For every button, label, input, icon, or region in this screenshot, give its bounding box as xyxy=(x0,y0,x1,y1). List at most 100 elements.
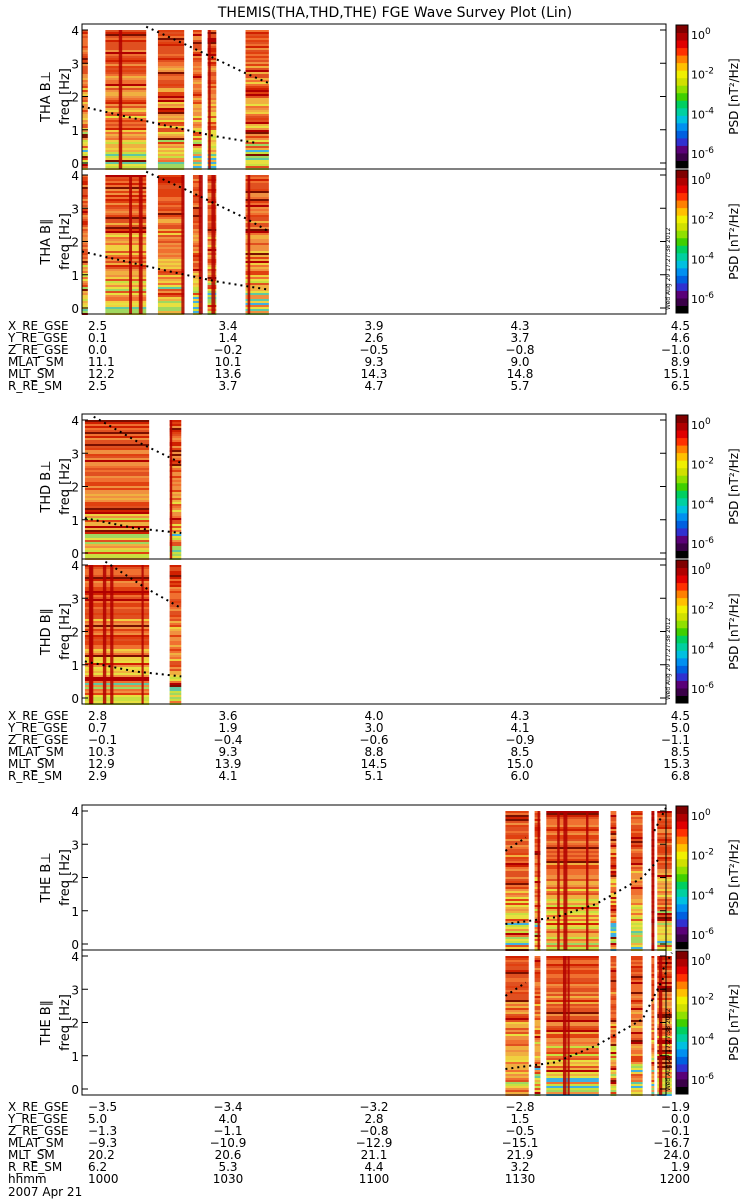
ephemeris-value: 9.3 xyxy=(218,745,237,759)
ephemeris-value: −3.5 xyxy=(88,1100,117,1114)
ephemeris-value: 0.1 xyxy=(88,331,107,345)
ephemeris-label: MLAT_SM xyxy=(8,1136,64,1150)
colorbar-tick: 10-6 xyxy=(691,1072,714,1087)
ephemeris-value: 4.5 xyxy=(671,319,690,333)
colorbar-tick: 100 xyxy=(691,562,711,577)
ephemeris-label: X_RE_GSE xyxy=(8,319,69,333)
ephemeris-value: −0.8 xyxy=(359,1124,388,1138)
ephemeris-value: 0.0 xyxy=(671,1112,690,1126)
colorbar-label: PSD [nT²/Hz] xyxy=(727,984,741,1060)
colorbar-label: PSD [nT²/Hz] xyxy=(727,58,741,134)
ephemeris-value: 0.7 xyxy=(88,721,107,735)
colorbar-tick: 10-2 xyxy=(691,212,714,227)
ephemeris-label: X_RE_GSE xyxy=(8,1100,69,1114)
ephemeris-value: 5.3 xyxy=(218,1160,237,1174)
y-tick-label: 4 xyxy=(71,169,79,183)
ephemeris-value: 1200 xyxy=(659,1172,690,1186)
ephemeris-value: 2.5 xyxy=(88,379,107,393)
ephemeris-value: 14.5 xyxy=(361,757,388,771)
y-tick-label: 0 xyxy=(71,1083,79,1097)
y-tick-label: 2 xyxy=(71,872,79,886)
ephemeris-value: 2.8 xyxy=(364,1112,383,1126)
spectrogram-data xyxy=(546,956,599,1096)
ephemeris-label: Y_RE_GSE xyxy=(7,331,68,345)
y-tick-label: 0 xyxy=(71,547,79,561)
ephemeris-value: 2.9 xyxy=(88,769,107,783)
ephemeris-value: 12.2 xyxy=(88,367,115,381)
y-tick-label: 3 xyxy=(71,57,79,71)
ephemeris-value: 10.1 xyxy=(215,355,242,369)
spectrogram-data xyxy=(169,565,182,705)
colorbar-label: PSD [nT²/Hz] xyxy=(727,203,741,279)
ephemeris-value: −0.2 xyxy=(213,343,242,357)
y-tick-label: 3 xyxy=(71,592,79,606)
ephemeris-value: 15.0 xyxy=(507,757,534,771)
cyclotron-curve xyxy=(653,807,667,832)
ephemeris-label: MLAT_SM xyxy=(8,745,64,759)
y-tick-label: 4 xyxy=(71,950,79,964)
ephemeris-value: −15.1 xyxy=(502,1136,539,1150)
ephemeris-value: 5.1 xyxy=(364,769,383,783)
ephemeris-value: 15.1 xyxy=(663,367,690,381)
y-tick-label: 1 xyxy=(71,905,79,919)
y-tick-label: 1 xyxy=(71,1050,79,1064)
ephemeris-value: −10.9 xyxy=(210,1136,247,1150)
colorbar: 100 10-2 10-4 10-6 PSD [nT²/Hz] xyxy=(675,169,741,314)
ephemeris-label: hhmm xyxy=(8,1172,47,1186)
ephemeris-label: Z_RE_GSE xyxy=(8,1124,69,1138)
ephemeris-value: 3.7 xyxy=(510,331,529,345)
colorbar-tick: 10-6 xyxy=(691,146,714,161)
cyclotron-curve xyxy=(104,560,182,610)
y-tick-label: 0 xyxy=(71,302,79,316)
ephemeris-value: −9.3 xyxy=(88,1136,117,1150)
ephemeris-value: 4.3 xyxy=(510,319,529,333)
y-tick-label: 4 xyxy=(71,805,79,819)
ephemeris-value: −12.9 xyxy=(356,1136,393,1150)
y-tick-label: 1 xyxy=(71,124,79,138)
cyclotron-curve xyxy=(504,836,527,852)
ephemeris-value: −0.1 xyxy=(661,1124,690,1138)
ephemeris-value: 14.8 xyxy=(507,367,534,381)
ephemeris-value: 13.6 xyxy=(215,367,242,381)
spectrogram-data xyxy=(505,811,529,951)
ephemeris-value: −0.4 xyxy=(213,733,242,747)
ephemeris-value: 3.7 xyxy=(218,379,237,393)
freq-axis-label: freq [Hz] xyxy=(58,458,73,515)
ephemeris-label: Z_RE_GSE xyxy=(8,343,69,357)
ephemeris-value: −1.9 xyxy=(661,1100,690,1114)
ephemeris-value: 1130 xyxy=(505,1172,536,1186)
panel-group-2: 0 1 2 3 4 THD B⊥ freq [Hz] 100 10-2 10-4 10-6 PSD [… xyxy=(7,413,741,783)
ephemeris-value: 1.9 xyxy=(218,721,237,735)
spectrogram-data xyxy=(610,811,617,951)
ephemeris-value: −3.2 xyxy=(359,1100,388,1114)
colorbar: 100 10-2 10-4 10-6 PSD [nT²/Hz] xyxy=(675,414,741,559)
colorbar-tick: 10-4 xyxy=(691,641,714,656)
panel-group-1: 0 1 2 3 4 THA B⊥ freq [Hz] 100 10-2 10-4 10-6 PSD [… xyxy=(7,23,741,393)
colorbar: 100 10-2 10-4 10-6 PSD [nT²/Hz] xyxy=(675,805,741,950)
ephemeris-value: 6.2 xyxy=(88,1160,107,1174)
ephemeris-value: 20.6 xyxy=(215,1148,242,1162)
y-tick-label: 4 xyxy=(71,559,79,573)
figure-title: THEMIS(THA,THD,THE) FGE Wave Survey Plot… xyxy=(217,5,572,21)
panel-label: THE B⊥ xyxy=(39,852,54,903)
ephemeris-value: −3.4 xyxy=(213,1100,242,1114)
ephemeris-value: 4.7 xyxy=(364,379,383,393)
panel-label: THE B∥ xyxy=(39,1000,54,1046)
ephemeris-value: 4.5 xyxy=(671,709,690,723)
ephemeris-value: 6.5 xyxy=(671,379,690,393)
ephemeris-value: −0.8 xyxy=(505,343,534,357)
y-tick-label: 1 xyxy=(71,269,79,283)
colorbar-tick: 10-2 xyxy=(691,848,714,863)
ephemeris-value: 1.9 xyxy=(671,1160,690,1174)
ephemeris-value: 8.9 xyxy=(671,355,690,369)
ephemeris-value: 6.8 xyxy=(671,769,690,783)
spectrogram-panel: 0 1 2 3 4 THE B∥ freq [Hz] 100 10-2 10-4 10-6 PSD [… xyxy=(39,949,741,1097)
cyclotron-curve xyxy=(93,415,182,465)
spectrogram-data xyxy=(207,30,217,170)
ephemeris-value: 1.5 xyxy=(510,1112,529,1126)
ephemeris-value: 13.9 xyxy=(215,757,242,771)
spectrogram-panel: 0 1 2 3 4 THE B⊥ freq [Hz] 100 10-2 10-4 10-6 PSD [… xyxy=(39,804,741,952)
colorbar-tick: 10-2 xyxy=(691,457,714,472)
ephemeris-value: −0.6 xyxy=(359,733,388,747)
